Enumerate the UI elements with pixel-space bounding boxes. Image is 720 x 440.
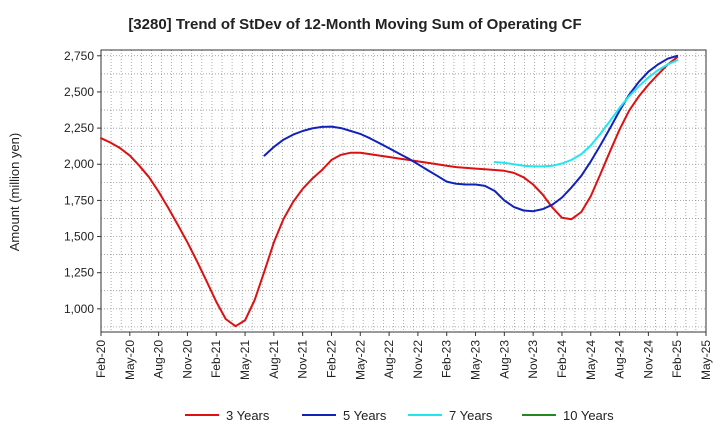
x-tick-label: May-21: [238, 340, 252, 380]
x-tick-label: May-24: [584, 340, 598, 380]
y-tick-label: 2,750: [64, 49, 94, 63]
legend-label-5-years: 5 Years: [343, 408, 387, 423]
x-tick-labels: Feb-20 May-20 Aug-20 Nov-20 Feb-21 May-21 Aug-…: [94, 332, 713, 380]
x-tick-label: Aug-20: [152, 340, 166, 379]
x-tick-label: Feb-22: [324, 340, 338, 378]
y-tick-label: 1,250: [64, 266, 94, 280]
legend-label-3-years: 3 Years: [226, 408, 270, 423]
x-tick-label: Nov-23: [526, 340, 540, 379]
chart-title: [3280] Trend of StDev of 12-Month Moving…: [128, 16, 581, 33]
y-tick-label: 1,500: [64, 230, 94, 244]
x-tick-label: Aug-23: [497, 340, 511, 379]
x-tick-label: May-25: [699, 340, 713, 380]
x-tick-label: Nov-20: [180, 340, 194, 379]
legend: 3 Years 5 Years 7 Years 10 Years: [185, 408, 614, 423]
series-line-7-years: [493, 59, 679, 168]
x-tick-label: May-23: [469, 340, 483, 380]
series-line-5-years: [263, 54, 679, 213]
x-tick-label: Feb-23: [440, 340, 454, 378]
x-tick-label: May-20: [123, 340, 137, 380]
y-tick-label: 1,000: [64, 302, 94, 316]
x-tick-label: Feb-24: [555, 340, 569, 378]
y-tick-label: 2,250: [64, 121, 94, 135]
x-tick-label: Aug-24: [613, 340, 627, 379]
x-tick-label: Feb-20: [94, 340, 108, 378]
grid-lines: [100, 50, 707, 332]
y-tick-label: 2,500: [64, 85, 94, 99]
x-tick-label: May-22: [353, 340, 367, 380]
legend-label-10-years: 10 Years: [563, 408, 614, 423]
x-tick-label: Nov-22: [411, 340, 425, 379]
y-tick-labels: 1,000 1,250 1,500 1,750 2,000 2,250 2,500 2,750: [64, 49, 101, 316]
x-tick-label: Aug-22: [382, 340, 396, 379]
y-tick-label: 1,750: [64, 193, 94, 207]
x-tick-label: Nov-21: [296, 340, 310, 379]
x-tick-label: Nov-24: [641, 340, 655, 379]
legend-label-7-years: 7 Years: [449, 408, 493, 423]
y-tick-label: 2,000: [64, 157, 94, 171]
series-lines: [100, 54, 679, 328]
x-tick-label: Feb-25: [670, 340, 684, 378]
axes: [100, 49, 707, 333]
series-line-3-years: [100, 56, 679, 328]
plot-frame: [100, 49, 707, 333]
x-tick-label: Feb-21: [209, 340, 223, 378]
y-axis-label: Amount (million yen): [7, 133, 22, 252]
x-tick-label: Aug-21: [267, 340, 281, 379]
